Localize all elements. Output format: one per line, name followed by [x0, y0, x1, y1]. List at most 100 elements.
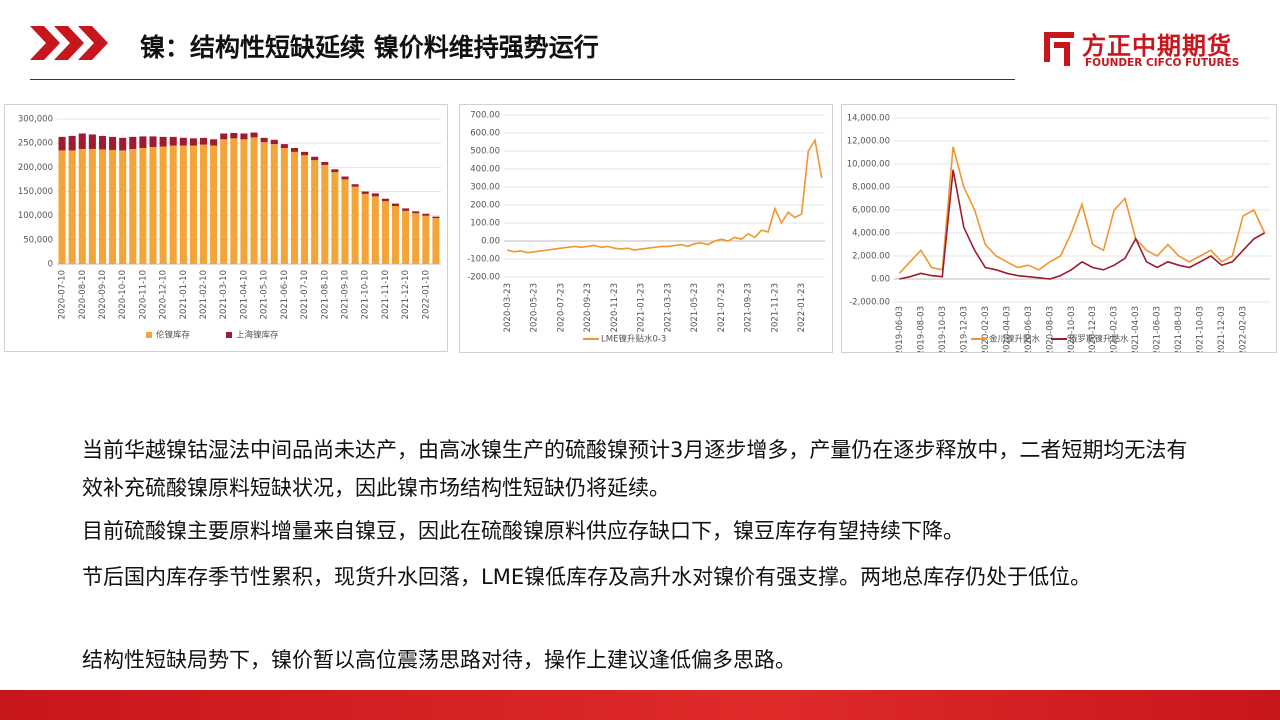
paragraph: 当前华越镍钴湿法中间品尚未达产，由高冰镍生产的硫酸镍预计3月逐步增多，产量仍在逐…	[82, 438, 1188, 500]
paragraph: 结构性短缺局势下，镍价暂以高位震荡思路对待，操作上建议逢低偏多思路。	[82, 648, 796, 672]
y-tick-label: -200.00	[467, 273, 500, 283]
bar-segment	[119, 150, 127, 264]
x-tick-label: 2020-09-23	[583, 283, 593, 332]
paragraph: 目前硫酸镍主要原料增量来自镍豆，因此在硫酸镍原料供应存缺口下，镍豆库存有望持续下…	[82, 519, 964, 543]
x-tick-label: 2021-02-10	[199, 270, 209, 319]
y-tick-label: 0.00	[481, 237, 500, 247]
bar-segment	[230, 133, 238, 139]
bar-segment	[220, 139, 228, 264]
legend-label: 金川镍升贴水	[989, 334, 1041, 345]
x-tick-label: 2019-12-03	[959, 306, 969, 353]
bar-segment	[422, 213, 430, 216]
x-tick-label: 2021-03-23	[663, 283, 673, 332]
y-tick-label: 0	[48, 260, 53, 270]
bar-segment	[311, 160, 319, 264]
line-series	[899, 169, 1265, 280]
legend-label: 俄罗斯镍升贴水	[1069, 334, 1129, 345]
x-tick-label: 2020-07-23	[556, 283, 566, 332]
x-tick-label: 2020-08-10	[78, 270, 88, 319]
logo-text: 方正中期期货	[1082, 32, 1232, 60]
x-tick-label: 2022-01-10	[421, 270, 431, 319]
x-tick-label: 2021-10-03	[1196, 306, 1206, 353]
x-tick-label: 2020-05-23	[530, 283, 540, 332]
bar-segment	[250, 132, 258, 138]
bar-segment	[149, 147, 157, 264]
bar-segment	[58, 136, 66, 151]
bar-segment	[260, 142, 268, 264]
x-tick-label: 2020-10-03	[1067, 306, 1077, 353]
bar-segment	[341, 176, 349, 180]
y-tick-label: 6,000.00	[852, 206, 890, 216]
bar-segment	[432, 216, 440, 219]
x-tick-label: 2020-07-10	[58, 270, 68, 319]
y-tick-label: 100,000	[18, 211, 53, 221]
bar-segment	[179, 137, 187, 146]
bar-segment	[361, 191, 369, 194]
bar-segment	[58, 150, 66, 264]
bar-segment	[240, 133, 248, 140]
bar-segment	[109, 149, 117, 264]
bar-segment	[361, 193, 369, 264]
y-tick-label: 300.00	[470, 183, 500, 193]
bar-segment	[391, 206, 400, 264]
y-tick-label: 200.00	[470, 201, 500, 211]
bar-segment	[220, 133, 228, 140]
x-tick-label: 2020-10-10	[118, 270, 128, 319]
line-series	[507, 138, 823, 254]
legend-label: 上海镍库存	[236, 330, 279, 341]
y-tick-label: -2,000.00	[849, 298, 890, 308]
x-tick-label: 2021-07-10	[300, 270, 310, 319]
bar-segment	[139, 136, 147, 148]
bar-segment	[189, 145, 197, 264]
x-tick-label: 2019-08-03	[916, 306, 926, 353]
x-tick-label: 2021-05-23	[690, 283, 700, 332]
chart-panel: -2,000.00 0.00 2,000.00 4,000.00 6,000.00 8,0…	[841, 104, 1277, 353]
bar-segment	[432, 218, 440, 264]
bar-segment	[129, 136, 137, 149]
bar-segment	[301, 155, 309, 264]
bar-segment	[88, 148, 96, 264]
y-tick-label: 500.00	[470, 147, 500, 157]
bar-segment	[129, 148, 137, 264]
x-tick-label: 2020-11-10	[138, 270, 148, 319]
chart-panel: -200.00 -100.00 0.00 100.00 200.00 300.00 400.…	[459, 104, 833, 353]
bar-segment	[119, 137, 127, 151]
bar-segment	[240, 139, 248, 264]
bar-segment	[341, 179, 349, 264]
x-tick-label: 2020-12-03	[1088, 306, 1098, 353]
y-tick-label: 0.00	[871, 275, 890, 285]
x-tick-label: 2020-03-23	[503, 283, 513, 332]
bar-segment	[381, 201, 389, 264]
bar-segment	[412, 211, 420, 214]
x-tick-label: 2021-01-10	[179, 270, 189, 319]
bar-segment	[412, 213, 420, 264]
bar-segment	[199, 137, 208, 145]
legend-label: 伦镍库存	[156, 330, 191, 341]
x-tick-label: 2021-04-10	[239, 270, 249, 319]
x-tick-label: 2021-09-10	[341, 270, 351, 319]
bar-segment	[270, 144, 278, 264]
bar-segment	[280, 148, 288, 264]
x-tick-label: 2021-02-03	[1110, 306, 1120, 353]
bar-segment	[402, 210, 410, 264]
bar-segment	[402, 208, 410, 211]
header-rule	[30, 79, 1015, 80]
bar-segment	[311, 156, 319, 161]
bar-segment	[351, 186, 359, 264]
bar-segment	[230, 138, 238, 264]
bar-segment	[331, 169, 339, 173]
y-tick-label: 4,000.00	[852, 229, 890, 239]
x-tick-label: 2021-03-10	[219, 270, 229, 319]
y-tick-label: 10,000.00	[847, 160, 890, 170]
bar-segment	[391, 203, 400, 206]
bar-segment	[169, 145, 177, 264]
y-tick-label: 300,000	[18, 115, 53, 125]
bar-segment	[290, 151, 299, 264]
bar-segment	[371, 193, 379, 197]
x-tick-label: 2019-10-03	[938, 306, 948, 353]
y-tick-label: 200,000	[18, 163, 53, 173]
x-tick-label: 2021-05-10	[260, 270, 270, 319]
x-tick-label: 2021-12-10	[401, 270, 411, 319]
y-tick-label: 700.00	[470, 111, 500, 121]
x-tick-label: 2022-01-23	[797, 283, 807, 332]
